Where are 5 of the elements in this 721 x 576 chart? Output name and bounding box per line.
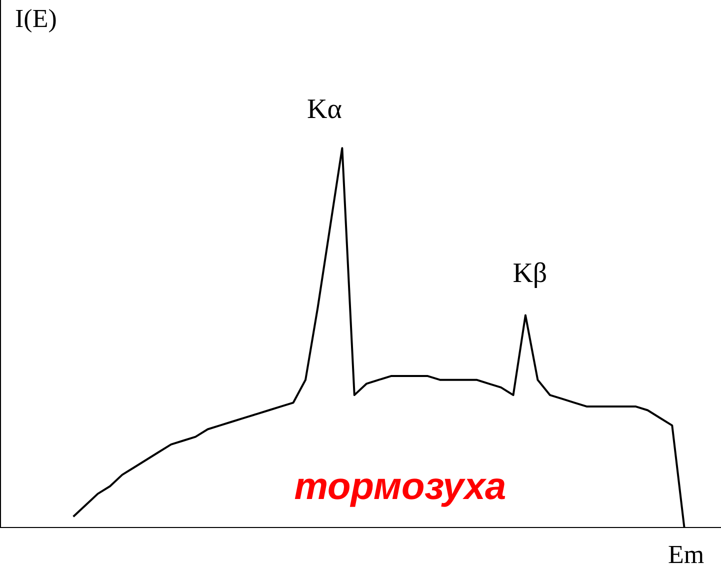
text: Kα (307, 94, 342, 126)
annotation: Kβ (512, 258, 548, 289)
annotation: тормозуха (294, 466, 506, 508)
x-axis-title: Em (668, 540, 704, 570)
y-axis-title: I(E) (15, 4, 57, 34)
